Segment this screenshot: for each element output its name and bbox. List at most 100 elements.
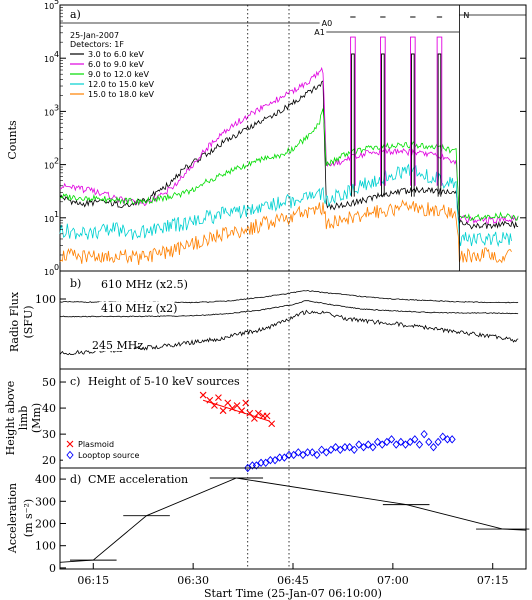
panel-a-frame: [59, 4, 527, 272]
y-tick-exp-a: 3: [54, 103, 59, 112]
radio-label-bg: [99, 278, 188, 290]
y-tick-label-a: 10: [44, 268, 54, 277]
looptop-point: [280, 453, 288, 462]
looptop-point: [397, 437, 405, 447]
y-tick-label-c: 30: [42, 428, 56, 441]
spike-black: [381, 53, 385, 197]
looptop-point: [350, 445, 358, 454]
y-tick-label-a: 10: [44, 162, 54, 171]
looptop-point: [266, 455, 274, 465]
spike-black: [437, 53, 442, 197]
looptop-point: [439, 432, 447, 441]
panel-d-ylabel-1: Acceleration: [6, 483, 19, 554]
looptop-point: [257, 458, 265, 467]
looptop-point: [313, 450, 321, 460]
legend-label: 9.0 to 12.0 keV: [88, 70, 149, 79]
radio-label: 610 MHz (x2.5): [101, 278, 188, 291]
y-tick-label-d: 300: [35, 495, 56, 508]
looptop-point: [401, 440, 410, 449]
plasmoid-point: [215, 394, 222, 402]
y-tick-exp-a: 4: [54, 50, 59, 59]
looptop-point: [262, 458, 270, 467]
panel-c-label: c): [70, 375, 80, 388]
looptop-point: [294, 448, 302, 457]
looptop-point: [332, 442, 340, 452]
y-tick-label-a: 10: [44, 2, 54, 11]
plasmoid-point: [254, 409, 262, 417]
looptop-point: [392, 440, 400, 449]
looptop-point: [355, 440, 363, 449]
panel-b: 100 b) 610 MHz (x2.5) 410 MHz (x2) 245 MHz…: [8, 270, 527, 370]
y-tick-label-a: 10: [44, 108, 54, 117]
looptop-point: [383, 437, 391, 447]
legend-label-c: Plasmoid: [78, 440, 114, 449]
plasmoid-fit-line: [202, 399, 270, 422]
looptop-point: [406, 437, 414, 447]
spike-magenta: [350, 36, 356, 186]
panel-a-label: a): [70, 8, 81, 21]
panel-d-title: CME acceleration: [88, 473, 188, 486]
radio-line-2: [59, 309, 519, 356]
state-label-n: N: [463, 11, 469, 20]
y-tick-exp-a: 0: [54, 263, 59, 272]
looptop-point: [290, 450, 298, 460]
looptop-point: [304, 448, 312, 457]
spike-magenta: [410, 36, 416, 186]
looptop-point: [415, 440, 424, 449]
plasmoid-point: [263, 412, 271, 420]
plasmoid-point: [199, 391, 207, 399]
panel-c-ylabel-3: (Mm): [30, 403, 43, 433]
looptop-point: [378, 440, 386, 449]
y-tick-label-c: 50: [42, 376, 56, 389]
looptop-point: [434, 437, 442, 447]
series-line-12-0-to-15-0-kev: [59, 163, 512, 248]
spike-black: [351, 53, 355, 197]
x-tick-label: 06:30: [177, 574, 209, 587]
legend-marker-looptop: [66, 450, 74, 460]
looptop-point: [318, 445, 326, 454]
x-tick-label: 06:15: [77, 574, 109, 587]
y-tick-label-c: 20: [42, 454, 56, 467]
looptop-point: [387, 435, 396, 444]
x-tick-label: 07:15: [477, 574, 509, 587]
y-tick-exp-a: 2: [54, 157, 59, 166]
legend-label: 6.0 to 9.0 keV: [88, 60, 144, 69]
radio-label-bg: [90, 339, 135, 351]
panel-c-ylabel-1: Height above: [4, 381, 17, 456]
looptop-point: [425, 437, 433, 447]
plasmoid-point: [242, 399, 250, 407]
y-tick-exp-a: 1: [54, 210, 59, 219]
plasmoid-point: [268, 420, 276, 428]
looptop-point: [299, 450, 307, 460]
looptop-point: [420, 429, 428, 439]
x-tick-label: 06:45: [277, 574, 309, 587]
looptop-point: [345, 442, 354, 452]
legend-label: 3.0 to 6.0 keV: [88, 50, 144, 59]
looptop-point: [359, 442, 368, 452]
looptop-point: [448, 435, 456, 444]
looptop-point: [443, 435, 452, 444]
panel-b-ylabel-2: (SFU): [22, 305, 35, 338]
looptop-point: [364, 440, 372, 449]
y-tick-label-d: 400: [35, 473, 56, 486]
looptop-point: [308, 448, 316, 457]
series-line-15-0-to-18-0-kev: [59, 199, 512, 265]
panel-a-ylabel: Counts: [6, 120, 19, 160]
panel-c: 20 30 40 50 c) Height of 5-10 keV sources P…: [4, 368, 527, 473]
y-tick-label-a: 10: [44, 215, 54, 224]
looptop-point: [341, 442, 349, 452]
y-tick-exp-a: 5: [54, 0, 59, 6]
looptop-point: [429, 442, 438, 452]
legend-label: 12.0 to 15.0 keV: [88, 80, 155, 89]
looptop-point: [252, 461, 260, 470]
y-tick-label-a: 10: [44, 55, 54, 64]
attenuator-label-a0: A0: [322, 19, 333, 28]
looptop-point: [271, 455, 279, 465]
series-line-9-0-to-12-0-kev: [59, 108, 519, 222]
y-tick-label-b: 100: [35, 293, 56, 306]
y-tick-label-d: 100: [35, 540, 56, 553]
x-tick-label: 07:00: [377, 574, 409, 587]
y-tick-label-d: 0: [49, 562, 56, 575]
